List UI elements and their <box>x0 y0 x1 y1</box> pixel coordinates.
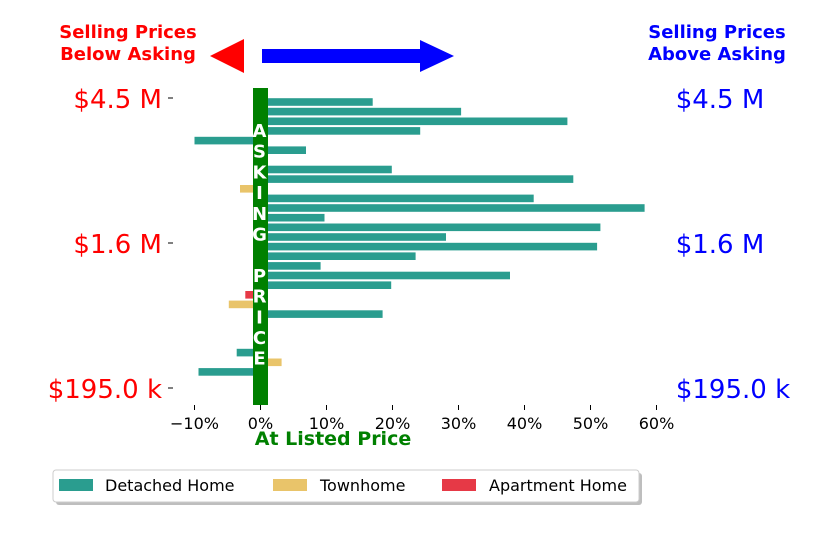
x-tick-label: 20% <box>375 414 411 433</box>
x-axis-ticks: −10% 0% 10% 20% 30% 40% 50% 60% <box>170 405 674 433</box>
header-left-line2: Below Asking <box>60 44 196 65</box>
bar-detached <box>260 281 392 289</box>
right-arrow-icon <box>262 40 454 72</box>
header-left-line1: Selling Prices <box>59 22 196 43</box>
x-tick-label: 30% <box>441 414 477 433</box>
legend-label-detached: Detached Home <box>105 476 235 495</box>
x-tick-label: 0% <box>248 414 273 433</box>
bar-detached <box>260 117 568 126</box>
bar-detached <box>260 204 645 212</box>
asking-letter: I <box>256 183 263 204</box>
bar-detached <box>260 242 598 251</box>
bar-townhome <box>240 185 261 193</box>
asking-letter: K <box>253 162 268 183</box>
legend-box <box>52 469 640 503</box>
asking-letter: C <box>253 328 266 349</box>
x-tick-label: 50% <box>573 414 609 433</box>
x-tick-label: 60% <box>639 414 675 433</box>
asking-letter: P <box>253 266 266 287</box>
bar-detached <box>260 175 574 183</box>
asking-letter: E <box>253 349 265 370</box>
bar-detached <box>260 310 383 318</box>
bar-townhome <box>228 300 261 309</box>
asking-letter: R <box>253 287 267 308</box>
bar-detached <box>260 107 462 116</box>
left-price-label-top: $4.5 M <box>73 85 162 115</box>
bar-detached <box>260 262 321 270</box>
left-price-label-mid: $1.6 M <box>73 230 162 260</box>
bar-detached <box>260 165 392 174</box>
x-tick-label: 40% <box>507 414 543 433</box>
bar-detached <box>236 348 261 357</box>
bar-apartment <box>245 291 261 299</box>
asking-letter: G <box>252 225 267 246</box>
legend-label-apartment: Apartment Home <box>489 476 627 495</box>
right-price-label-mid: $1.6 M <box>676 230 765 260</box>
legend-swatch-townhome <box>273 479 307 491</box>
bar-detached <box>194 136 261 145</box>
legend-swatch-apartment <box>442 479 476 491</box>
asking-letter: N <box>252 204 267 225</box>
header-right-line2: Above Asking <box>648 44 786 65</box>
asking-letter: I <box>256 307 263 328</box>
bar-detached <box>260 233 446 241</box>
bar-detached <box>260 223 601 232</box>
asking-price-bar <box>253 88 268 405</box>
bar-detached <box>260 252 416 260</box>
bar-detached <box>260 194 534 203</box>
bar-detached <box>260 271 510 280</box>
bar-group <box>194 98 645 376</box>
right-price-label-top: $4.5 M <box>676 85 765 115</box>
asking-letter: S <box>253 142 266 163</box>
asking-letter: A <box>253 121 267 142</box>
bar-detached <box>260 98 373 106</box>
legend-swatch-detached <box>59 479 93 491</box>
bar-detached <box>198 368 261 376</box>
left-price-label-bottom: $195.0 k <box>48 375 162 405</box>
bar-townhome <box>260 358 282 367</box>
right-price-label-bottom: $195.0 k <box>676 375 790 405</box>
header-right-line1: Selling Prices <box>648 22 785 43</box>
legend-label-townhome: Townhome <box>319 476 405 495</box>
bar-detached <box>260 213 325 222</box>
x-axis-label: At Listed Price <box>255 428 411 450</box>
x-tick-label: −10% <box>170 414 219 433</box>
bar-detached <box>260 146 306 154</box>
bar-detached <box>260 127 421 135</box>
left-arrow-icon <box>210 39 244 73</box>
x-tick-label: 10% <box>309 414 345 433</box>
